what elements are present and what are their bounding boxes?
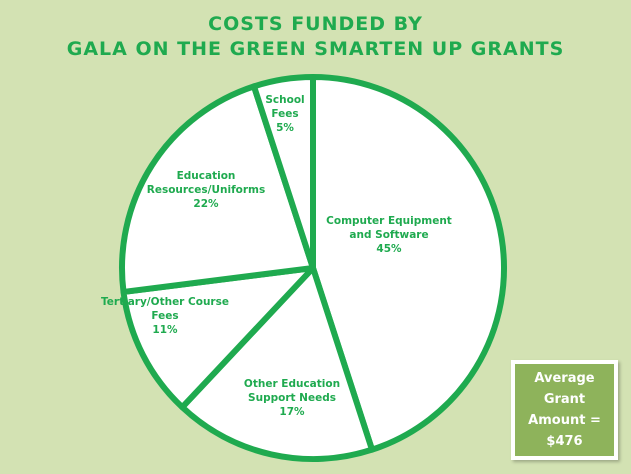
- slice-percent: 22%: [193, 198, 219, 210]
- slice-label-line: Education: [177, 170, 236, 182]
- slice-label-1: Computer Equipment and Software 45%: [326, 215, 452, 255]
- slice-label-3: Tertiary/Other Course Fees 11%: [101, 296, 229, 336]
- slice-label-line: Fees: [271, 108, 298, 120]
- slice-label-line: Other Education: [244, 378, 340, 390]
- chart-title-line-1: COSTS FUNDED BY: [208, 13, 423, 35]
- slice-label-line: and Software: [349, 229, 428, 241]
- average-grant-box: Average Grant Amount = $476: [511, 360, 618, 460]
- slice-label-line: Support Needs: [248, 392, 336, 404]
- pie-labels: Computer Equipment and Software 45% Other E…: [101, 94, 452, 418]
- slice-percent: 5%: [276, 122, 294, 134]
- average-grant-line-3: Amount =: [528, 413, 601, 428]
- pie-slice-2: [179, 265, 376, 462]
- slice-label-line: Resources/Uniforms: [147, 184, 266, 196]
- pie-slice-1: [310, 74, 507, 453]
- average-grant-line-2: Grant: [543, 392, 586, 407]
- slice-label-5: School Fees 5%: [265, 94, 304, 134]
- slice-label-line: School: [265, 94, 304, 106]
- pie-slice-4: [119, 83, 316, 295]
- slice-label-line: Computer Equipment: [326, 215, 452, 227]
- chart-title-line-2: GALA ON THE GREEN SMARTEN UP GRANTS: [66, 38, 565, 60]
- pie-slice-3: [120, 265, 316, 411]
- slice-label-line: Fees: [151, 310, 178, 322]
- average-grant-line-1: Average: [534, 371, 595, 386]
- pie-slices: [119, 74, 507, 462]
- slice-label-4: Education Resources/Uniforms 22%: [147, 170, 266, 210]
- slice-percent: 17%: [279, 406, 305, 418]
- slice-percent: 11%: [152, 324, 178, 336]
- pie-slice-5: [250, 74, 316, 271]
- average-grant-value: $476: [546, 434, 583, 449]
- slice-label-line: Tertiary/Other Course: [101, 296, 229, 308]
- slice-percent: 45%: [376, 243, 402, 255]
- slice-label-2: Other Education Support Needs 17%: [244, 378, 340, 418]
